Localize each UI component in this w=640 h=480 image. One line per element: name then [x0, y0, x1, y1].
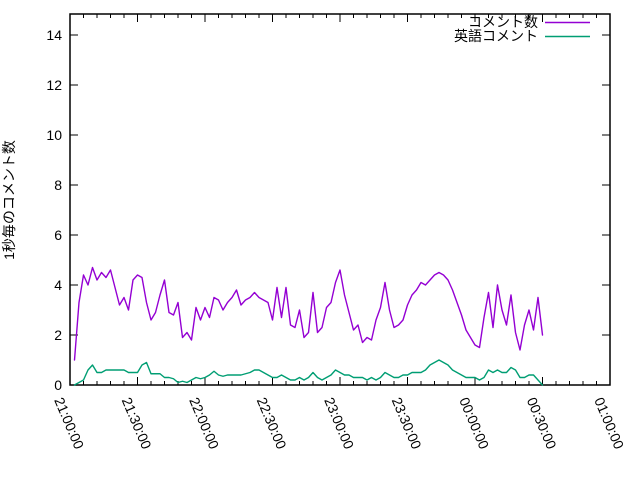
y-tick-label: 12: [46, 77, 62, 93]
legend-label-english: 英語コメント: [454, 28, 538, 44]
series-line-english: [73, 359, 544, 386]
x-tick-label: 23:30:00: [389, 395, 425, 452]
y-axis-title: 1秒毎のコメント数: [1, 140, 17, 260]
x-tick-label: 23:00:00: [321, 395, 357, 452]
x-tick-label: 00:00:00: [456, 395, 492, 452]
y-tick-label: 4: [54, 277, 62, 293]
x-tick-label: 22:00:00: [186, 395, 222, 452]
series-line-comments: [73, 266, 544, 361]
x-tick-label: 00:30:00: [524, 395, 560, 452]
series-lines: [73, 266, 544, 386]
y-tick-label: 2: [54, 327, 62, 343]
x-tick-label: 22:30:00: [254, 395, 290, 452]
x-tick-label: 21:00:00: [51, 395, 87, 452]
y-tick-label: 14: [46, 27, 62, 43]
legend-label-comments: コメント数: [468, 14, 538, 30]
y-tick-label: 8: [54, 177, 62, 193]
y-tick-label: 10: [46, 127, 62, 143]
axis-ticks: [69, 14, 611, 386]
x-tick-label: 01:00:00: [591, 395, 627, 452]
legend: コメント数 英語コメント: [454, 14, 590, 44]
y-tick-labels: 0 2 4 6 8 10 12 14: [46, 27, 62, 393]
y-tick-label: 6: [54, 227, 62, 243]
x-tick-label: 21:30:00: [119, 395, 155, 452]
y-tick-label: 0: [54, 377, 62, 393]
x-tick-labels: 21:00:00 21:30:00 22:00:00 22:30:00 23:00:00…: [51, 395, 627, 452]
plot-border: [69, 13, 611, 386]
